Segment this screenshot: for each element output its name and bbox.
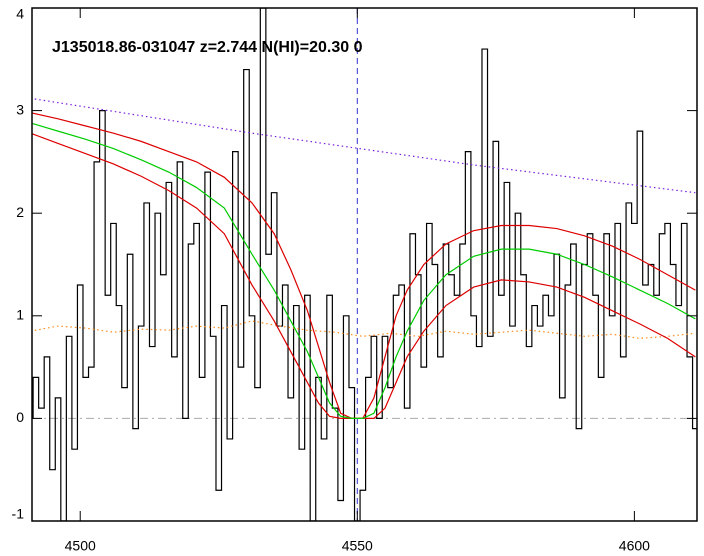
x-tick-label: 4500 [65,538,96,554]
model-line [32,122,696,419]
spectrum-line [32,8,697,521]
y-tick-label: 3 [16,101,24,117]
model-line [32,320,696,339]
y-tick-label: -1 [12,506,25,522]
y-tick-label: 4 [16,6,24,22]
plot-area [32,8,697,521]
chart-title: J135018.86-031047 z=2.744 N(HI)=20.30 0 [52,39,363,56]
frame [31,7,698,522]
x-tick-label: 4550 [342,538,373,554]
y-tick-label: 2 [16,204,24,220]
y-tick-label: 1 [16,307,24,323]
model-line [32,97,696,194]
y-tick-label: 0 [16,409,24,425]
model-line [32,133,696,419]
model-line [32,112,696,419]
x-tick-label: 4600 [619,538,650,554]
